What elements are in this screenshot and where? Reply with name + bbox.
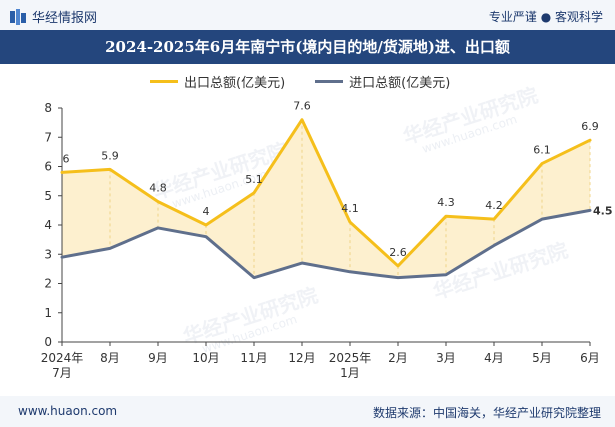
data-label: 5.1 (245, 173, 263, 186)
x-tick-label: 8月 (100, 351, 120, 365)
y-tick-label: 8 (44, 101, 52, 115)
slogan: 专业严谨 ● 客观科学 (488, 10, 603, 24)
x-tick-label: 11月 (240, 351, 267, 365)
chart-legend: 出口总额(亿美元) 进口总额(亿美元) (150, 72, 450, 91)
data-label: 6.1 (533, 144, 551, 157)
y-tick-label: 2 (44, 277, 52, 291)
legend-label-import: 进口总额(亿美元) (349, 76, 451, 91)
x-tick-label: 5月 (532, 351, 552, 365)
top-bar: 华经情报网 专业严谨 ● 客观科学 (0, 0, 615, 30)
data-label: 4 (203, 205, 210, 218)
data-label: 2.6 (389, 246, 407, 259)
y-tick-label: 4 (44, 218, 52, 232)
series-line (60, 208, 592, 280)
series-line (60, 118, 592, 268)
legend-label-export: 出口总额(亿美元) (184, 76, 286, 91)
x-tick-label: 2024年 (41, 351, 84, 365)
y-tick-label: 0 (44, 335, 52, 349)
data-label: 4.1 (341, 202, 359, 215)
x-tick-label: 12月 (288, 351, 315, 365)
footer-website-link[interactable]: www.huaon.com (18, 404, 118, 418)
data-label: 7.6 (293, 100, 311, 113)
x-tick-label: 7月 (52, 366, 72, 380)
y-tick-label: 6 (44, 160, 52, 174)
x-tick-label: 6月 (580, 351, 600, 365)
chart-title: 2024-2025年6月年南宁市(境内目的地/货源地)进、出口额 (0, 30, 615, 64)
legend-item-import[interactable]: 进口总额(亿美元) (315, 72, 450, 91)
footer: www.huaon.com 数据来源：中国海关，华经产业研究院整理 (0, 396, 615, 427)
x-tick-label: 4月 (484, 351, 504, 365)
data-label: 4.8 (149, 182, 167, 195)
y-tick-label: 7 (44, 130, 52, 144)
data-label: 6 (63, 152, 70, 165)
x-tick-label: 2025年 (329, 351, 372, 365)
brand[interactable]: 华经情报网 (10, 7, 97, 26)
data-label: 6.9 (581, 120, 599, 133)
legend-swatch-import (315, 80, 344, 83)
legend-item-export[interactable]: 出口总额(亿美元) (150, 72, 285, 91)
x-tick-label: 1月 (340, 366, 360, 380)
area-between-series (62, 119, 590, 278)
data-label: 4.3 (437, 196, 455, 209)
footer-source: 数据来源：中国海关，华经产业研究院整理 (372, 406, 601, 420)
y-tick-label: 1 (44, 306, 52, 320)
data-label: 4.5 (593, 204, 613, 217)
y-tick-label: 5 (44, 189, 52, 203)
x-tick-label: 10月 (192, 351, 219, 365)
data-label: 5.9 (101, 149, 119, 162)
data-label: 4.2 (485, 199, 503, 212)
x-tick-label: 9月 (148, 351, 168, 365)
brand-name: 华经情报网 (32, 11, 98, 26)
brand-logo-icon (10, 8, 26, 25)
x-tick-label: 2月 (388, 351, 408, 365)
legend-swatch-export (150, 80, 178, 83)
x-tick-label: 3月 (436, 351, 456, 365)
y-tick-label: 3 (44, 247, 52, 261)
